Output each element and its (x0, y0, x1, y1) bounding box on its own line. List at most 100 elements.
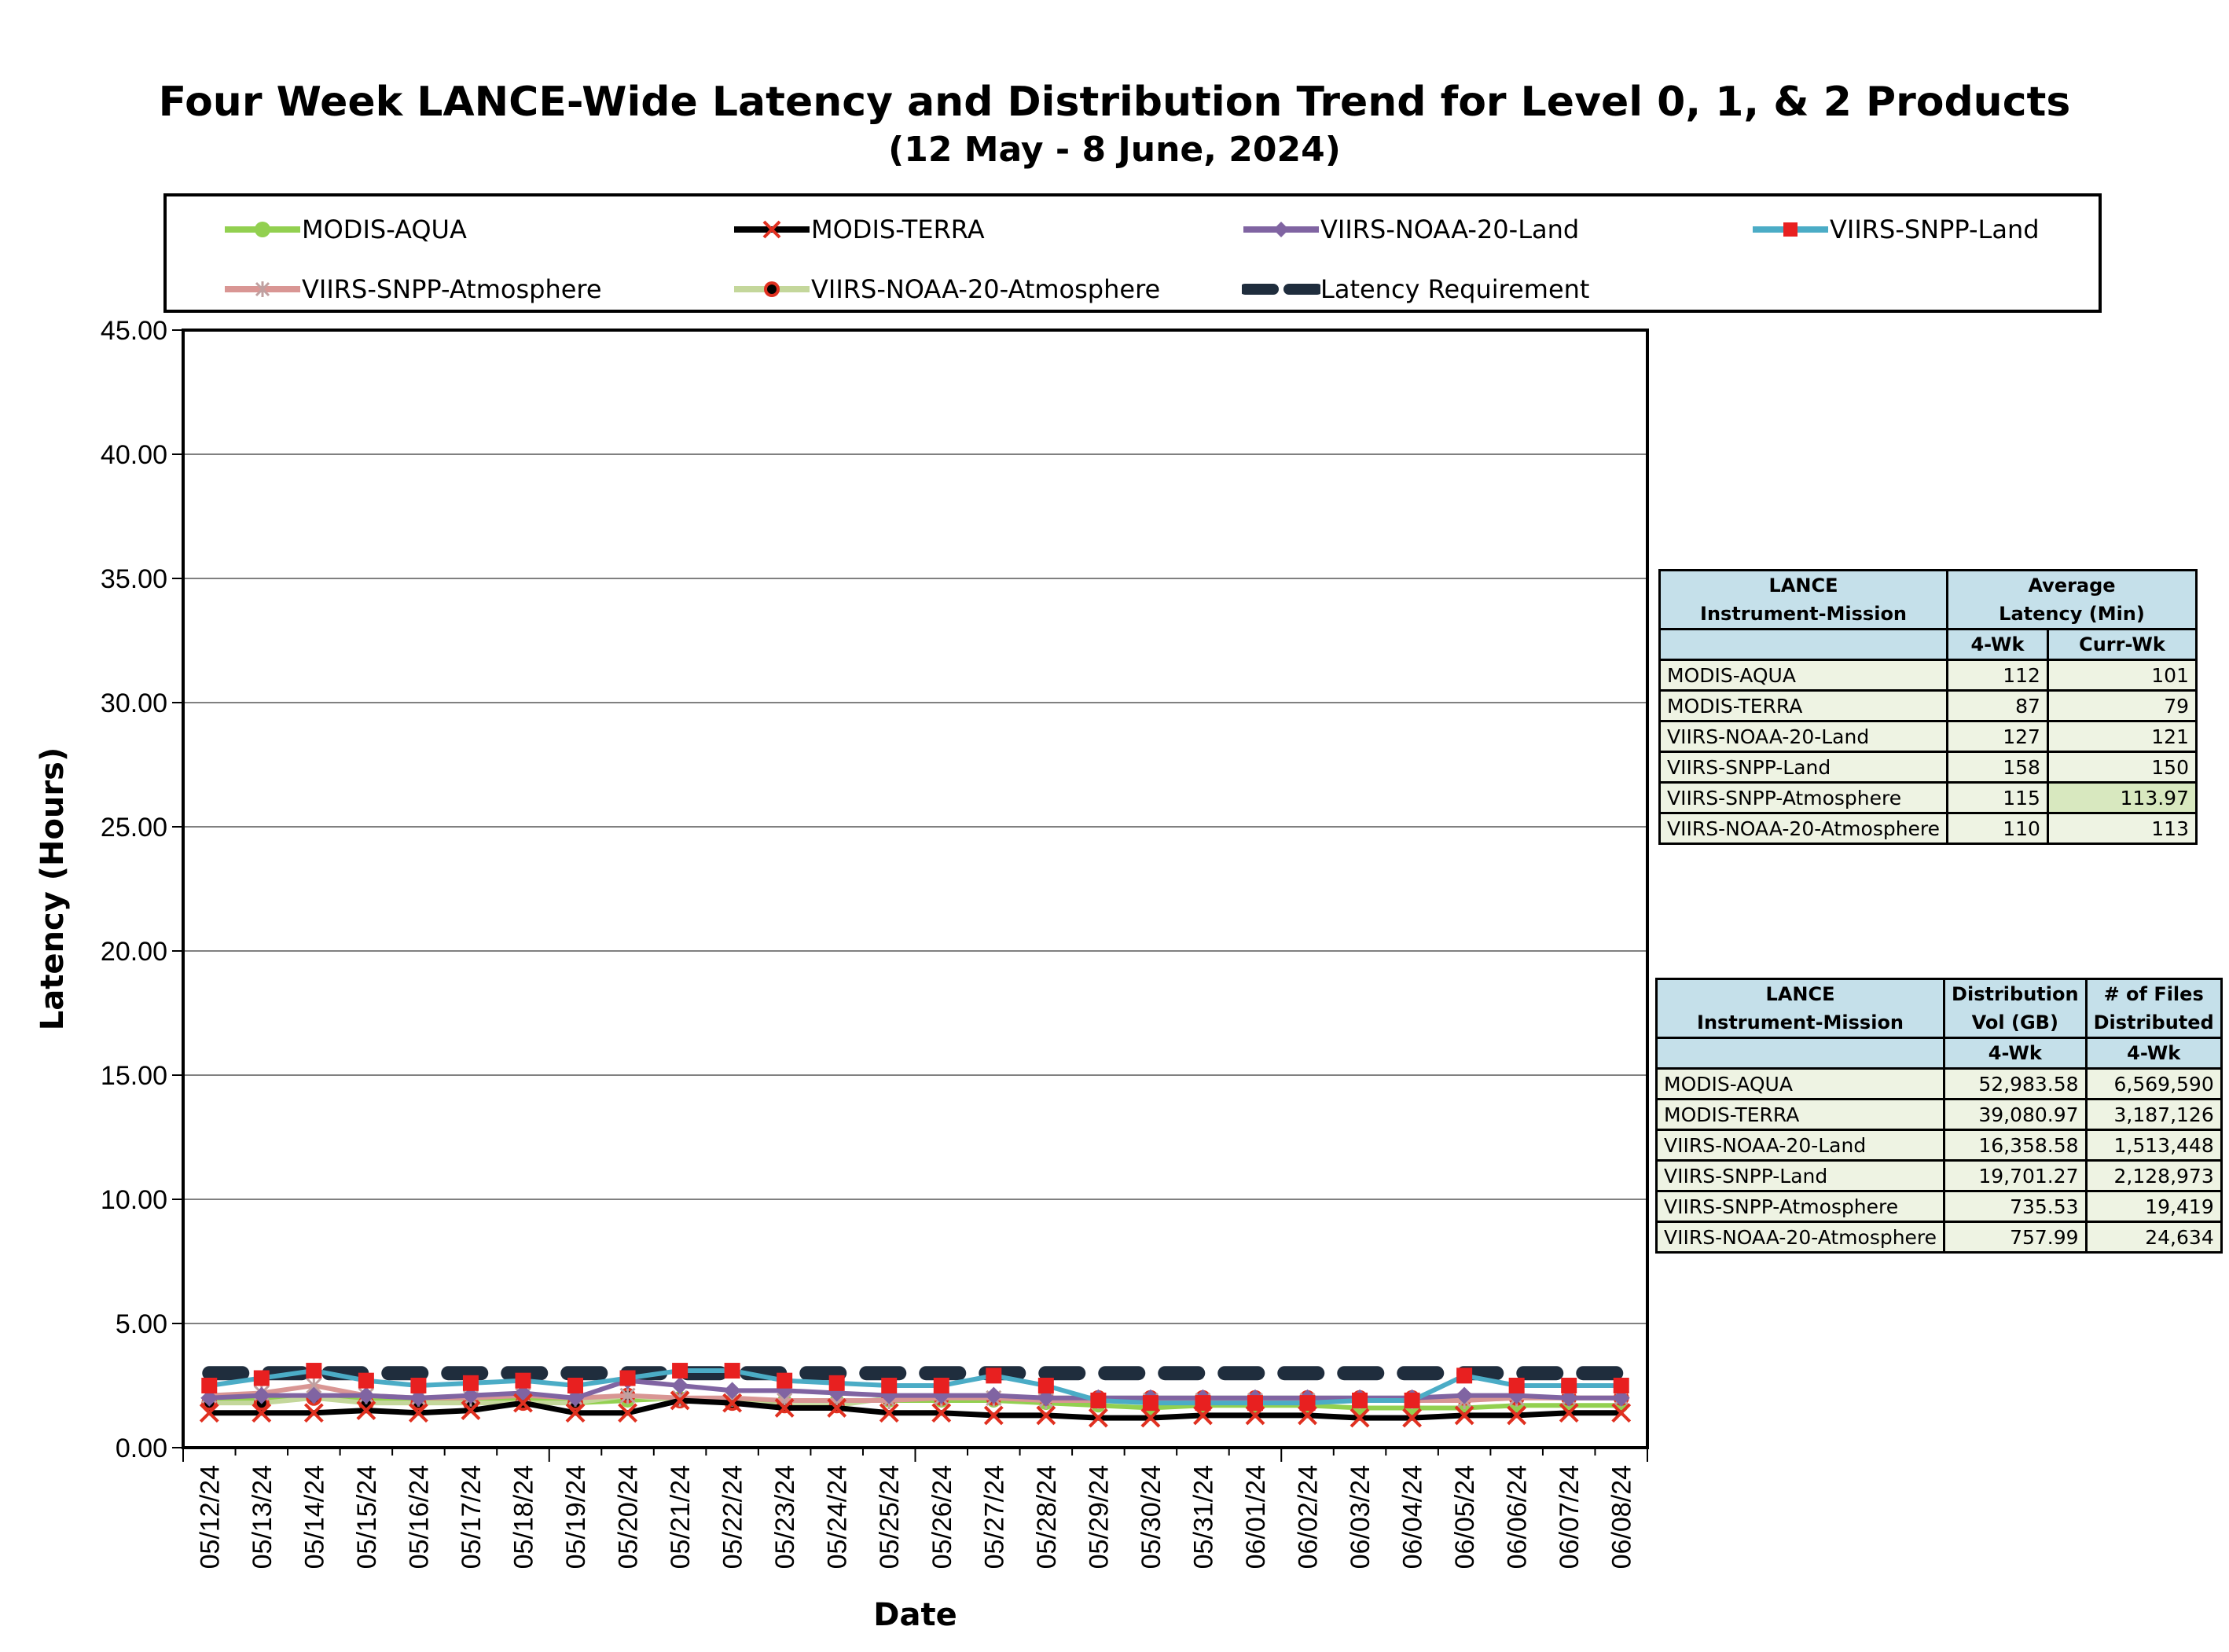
viirs-snpp-atmosphere-point (619, 1386, 636, 1404)
viirs-noaa-20-land-point (305, 1386, 323, 1404)
header-text: # of Files (2103, 983, 2204, 1005)
modis-terra-point (774, 1398, 795, 1418)
x-tick-label: 05/18/24 (509, 1465, 538, 1569)
black-x-line-icon (734, 220, 810, 239)
viirs-snpp-land-point (1142, 1395, 1159, 1412)
x-tick-label: 05/25/24 (875, 1465, 905, 1569)
viirs-noaa-20-land-point (461, 1386, 479, 1404)
table-row: VIIRS-SNPP-Atmosphere 735.53 19,419 (1654, 1190, 2223, 1223)
value-cell: 150 (2046, 751, 2198, 784)
viirs-noaa-20-land-point (1037, 1389, 1055, 1407)
table-header: Average Latency (Min) (1946, 569, 2198, 630)
legend-label: VIIRS-NOAA-20-Land (1320, 215, 1580, 244)
modis-terra-point (879, 1403, 899, 1423)
modis-terra-point (1036, 1405, 1056, 1426)
mission-cell: MODIS-AQUA (1658, 659, 1949, 692)
y-tick-label: 40.00 (101, 440, 167, 470)
modis-terra-point (722, 1393, 743, 1413)
y-tick-label: 35.00 (101, 564, 167, 594)
viirs-snpp-land-point (1561, 1378, 1577, 1393)
x-tick-label: 05/30/24 (1137, 1465, 1166, 1569)
table-subheader: 4-Wk (1946, 628, 2049, 661)
mission-cell: MODIS-TERRA (1654, 1098, 1946, 1131)
value-cell: 2,128,973 (2084, 1159, 2223, 1192)
modis-terra-point (356, 1401, 376, 1421)
chart-subtitle: (12 May - 8 June, 2024) (888, 130, 1341, 170)
viirs-snpp-land-point (253, 1370, 270, 1386)
x-tick-label: 05/12/24 (195, 1465, 225, 1569)
viirs-snpp-land-point (881, 1378, 898, 1393)
distribution-table: LANCE Instrument-Mission Distribution Vol … (1654, 978, 2223, 1254)
x-axis-title: Date (873, 1597, 957, 1633)
x-tick-label: 05/14/24 (299, 1465, 329, 1569)
value-cell: 87 (1946, 689, 2049, 722)
viirs-snpp-land-point (515, 1372, 531, 1389)
header-text: Average (2028, 575, 2116, 597)
modis-terra-point (199, 1403, 219, 1423)
x-tick-label: 06/03/24 (1346, 1465, 1375, 1569)
viirs-snpp-land-point (306, 1363, 322, 1379)
value-cell: 110 (1946, 812, 2049, 845)
viirs-noaa-20-land-line (209, 1378, 1621, 1401)
modis-terra-point (513, 1393, 533, 1413)
dashed-line-icon (1242, 284, 1320, 295)
table-row: VIIRS-SNPP-Atmosphere 115 113.97 (1658, 781, 2198, 814)
mission-cell: VIIRS-SNPP-Land (1654, 1159, 1946, 1192)
viirs-noaa-20-land-point (1560, 1389, 1578, 1407)
viirs-snpp-land-point (619, 1370, 636, 1386)
table-subheader: 4-Wk (1943, 1037, 2088, 1070)
viirs-noaa-20-land-point (723, 1382, 741, 1400)
average-latency-table: LANCE Instrument-Mission Average Latency (… (1658, 569, 2198, 845)
x-tick-label: 06/02/24 (1294, 1465, 1324, 1569)
viirs-snpp-land-point (201, 1378, 218, 1393)
table-header: LANCE Instrument-Mission (1654, 978, 1946, 1039)
legend-item-modis-terra: MODIS-TERRA (733, 214, 985, 245)
viirs-snpp-land-point (1456, 1367, 1473, 1384)
y-tick-label: 25.00 (101, 813, 167, 843)
blue-square-line-icon (1753, 222, 1828, 237)
viirs-noaa-20-land-point (1612, 1389, 1630, 1407)
value-cell: 1,513,448 (2084, 1129, 2223, 1162)
value-cell: 113.97 (2046, 781, 2198, 814)
table-row: MODIS-TERRA 39,080.97 3,187,126 (1654, 1098, 2223, 1131)
viirs-snpp-land-point (410, 1378, 427, 1393)
mission-cell: VIIRS-SNPP-Land (1658, 751, 1949, 784)
viirs-snpp-land-point (986, 1367, 1002, 1384)
x-tick-label: 05/21/24 (666, 1465, 696, 1569)
viirs-snpp-land-point (1352, 1392, 1368, 1408)
purple-diamond-line-icon (1243, 222, 1319, 237)
plot-area-border (182, 329, 1649, 1449)
x-tick-label: 05/22/24 (718, 1465, 748, 1569)
modis-terra-point (252, 1403, 272, 1423)
legend-label: VIIRS-SNPP-Atmosphere (302, 274, 602, 304)
viirs-snpp-land-point (462, 1375, 479, 1391)
viirs-noaa-20-land-point (1456, 1386, 1474, 1404)
x-tick-label: 05/28/24 (1032, 1465, 1062, 1569)
header-text: Distribution (1952, 983, 2079, 1005)
table-header: # of Files Distributed (2084, 978, 2223, 1039)
table-subheader: 4-Wk (2084, 1037, 2223, 1070)
x-tick-label: 06/07/24 (1555, 1465, 1585, 1569)
x-tick-label: 05/24/24 (823, 1465, 853, 1569)
y-tick-label: 20.00 (101, 937, 167, 967)
mission-cell: VIIRS-SNPP-Atmosphere (1658, 781, 1949, 814)
legend-item-modis-aqua: MODIS-AQUA (223, 214, 467, 245)
modis-terra-point (1088, 1408, 1108, 1428)
value-cell: 112 (1946, 659, 2049, 692)
table-row: VIIRS-NOAA-20-Atmosphere 757.99 24,634 (1654, 1221, 2223, 1254)
viirs-snpp-land-point (1247, 1395, 1263, 1412)
viirs-snpp-land-point (1404, 1392, 1420, 1408)
table-row: VIIRS-NOAA-20-Atmosphere 110 113 (1658, 812, 2198, 845)
x-tick-label: 05/15/24 (352, 1465, 382, 1569)
chart-title: Four Week LANCE-Wide Latency and Distrib… (158, 79, 2071, 126)
chart-legend: MODIS-AQUA MODIS-TERRA VIIRS-NOAA-20-Lan… (163, 193, 2102, 313)
modis-terra-point (670, 1390, 690, 1411)
header-text: Latency (Min) (1999, 603, 2145, 625)
viirs-noaa-20-land-point (200, 1389, 218, 1407)
viirs-noaa-20-land-point (985, 1386, 1003, 1404)
table-header (1658, 628, 1949, 661)
value-cell: 101 (2046, 659, 2198, 692)
value-cell: 39,080.97 (1943, 1098, 2088, 1131)
viirs-snpp-land-point (1508, 1378, 1525, 1393)
viirs-snpp-land-point (724, 1363, 740, 1379)
